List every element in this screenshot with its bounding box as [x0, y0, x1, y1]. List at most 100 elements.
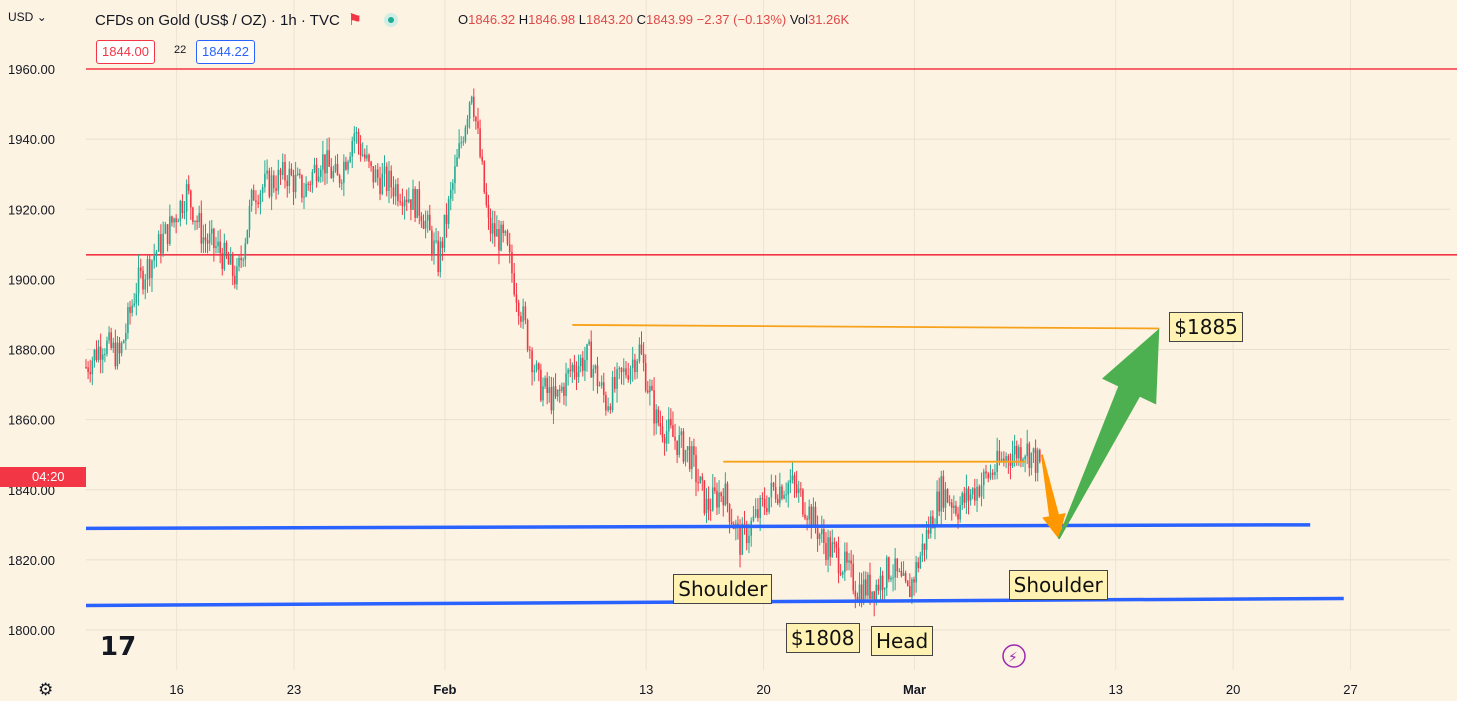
low-label: L — [578, 12, 586, 27]
candle-body — [565, 373, 567, 396]
candle-body — [221, 253, 224, 269]
currency-selector[interactable]: USD ⌄ — [8, 10, 47, 24]
candle-body — [546, 377, 548, 394]
candle-body — [653, 390, 655, 424]
candle-body — [605, 395, 607, 411]
candle-body — [162, 233, 164, 254]
candle-body — [754, 509, 757, 517]
sell-price-button[interactable]: 1844.00 — [96, 40, 155, 64]
open-label: O — [458, 12, 469, 27]
candle-body — [582, 357, 584, 371]
candle-body — [598, 385, 601, 387]
candle-body — [703, 480, 706, 514]
candle-body — [955, 505, 957, 514]
neckline-upper — [572, 324, 1160, 330]
x-tick-label: 13 — [639, 682, 653, 697]
candle-body — [1034, 448, 1037, 473]
candle-body — [1011, 454, 1014, 466]
candle-body — [374, 169, 377, 183]
candle-body — [355, 131, 358, 134]
gear-icon[interactable]: ⚙ — [38, 680, 53, 700]
candle-body — [454, 166, 456, 184]
candle-body — [508, 244, 511, 253]
candle-body — [259, 193, 262, 205]
candle-body — [277, 169, 280, 191]
candle-body — [707, 498, 710, 510]
candle-body — [718, 492, 720, 508]
candle-body — [695, 454, 697, 483]
symbol-title[interactable]: CFDs on Gold (US$ / OZ) · 1h · TVC — [95, 11, 340, 29]
candle-body — [783, 495, 785, 499]
candle-body — [877, 584, 880, 591]
candle-body — [194, 220, 196, 222]
candle-body — [164, 224, 167, 234]
buy-price-button[interactable]: 1844.22 — [196, 40, 255, 64]
candle-body — [125, 332, 127, 341]
candle-body — [1026, 443, 1029, 457]
candle-body — [802, 489, 804, 515]
down-arrow — [1040, 454, 1066, 539]
candle-body — [127, 307, 129, 333]
candle-body — [410, 199, 412, 210]
candle-body — [133, 303, 136, 306]
candle-body — [319, 169, 322, 177]
candle-body — [351, 141, 354, 157]
candle-body — [563, 386, 565, 396]
candle-body — [974, 488, 976, 501]
candle-body — [785, 494, 787, 496]
lightning-icon[interactable] — [1002, 644, 1026, 668]
candle-body — [424, 220, 427, 229]
candle-body — [691, 446, 693, 469]
candle-body — [252, 190, 255, 201]
candle-body — [370, 161, 372, 167]
candle-body — [848, 560, 850, 563]
open-value: 1846.32 — [468, 12, 516, 27]
candle-body — [236, 266, 238, 285]
candle-body — [620, 367, 623, 373]
candle-body — [496, 229, 498, 237]
y-tick-label: 1940.00 — [8, 132, 55, 147]
candle-body — [932, 516, 934, 529]
candle-body — [913, 579, 915, 583]
candle-body — [909, 586, 911, 598]
candle-body — [422, 221, 425, 229]
candle-body — [428, 214, 431, 231]
candle-body — [281, 161, 284, 175]
candle-body — [540, 369, 542, 401]
candle-body — [426, 214, 429, 221]
candle-body — [629, 368, 632, 380]
high-label: H — [518, 12, 529, 27]
candle-body — [533, 370, 536, 373]
candle-body — [91, 360, 94, 375]
candle-body — [1036, 450, 1039, 473]
y-tick-label: 1960.00 — [8, 62, 55, 77]
candle-body — [361, 154, 364, 156]
candle-body — [1038, 450, 1041, 462]
candle-body — [875, 584, 878, 603]
candle-body — [470, 96, 473, 103]
candle-body — [153, 255, 155, 261]
candle-body — [818, 534, 821, 539]
candle-body — [917, 562, 920, 569]
candle-body — [768, 497, 770, 512]
candle-body — [332, 170, 335, 178]
candle-body — [399, 201, 401, 203]
candle-body — [385, 166, 388, 191]
flag-icon[interactable]: ⚑ — [347, 12, 363, 29]
candle-body — [1020, 447, 1022, 463]
candle-body — [814, 506, 817, 526]
candle-body — [273, 175, 275, 189]
candle-body — [854, 590, 857, 597]
candle-body — [322, 154, 324, 170]
candle-body — [120, 342, 123, 354]
candle-body — [726, 483, 729, 504]
candle-body — [464, 127, 467, 142]
candle-body — [502, 224, 504, 234]
candle-body — [330, 166, 333, 178]
high-value: 1846.98 — [528, 12, 576, 27]
candle-body — [739, 525, 741, 555]
candle-body — [292, 175, 295, 193]
candle-body — [390, 170, 393, 188]
candle-body — [793, 475, 796, 485]
candle-body — [485, 192, 488, 205]
